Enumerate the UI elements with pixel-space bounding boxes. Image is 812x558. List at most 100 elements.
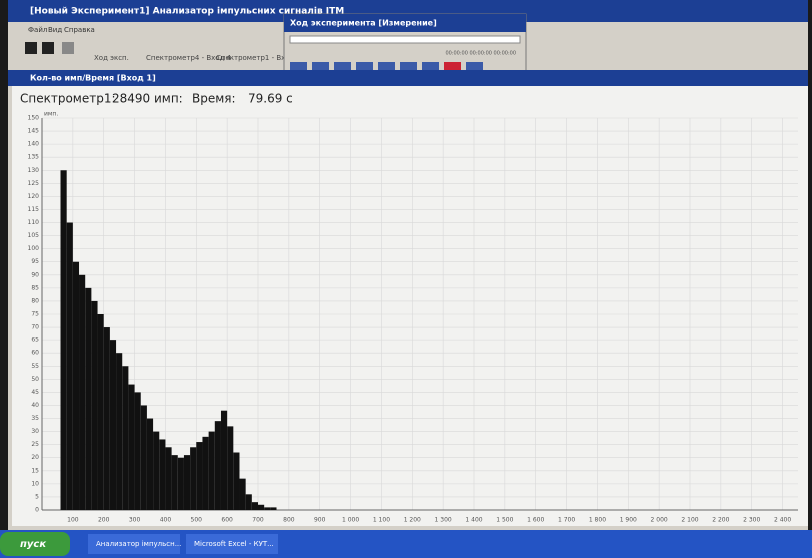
histogram-bar [252,502,258,510]
histogram-bar [184,455,190,510]
y-tick-label: 85 [31,284,39,291]
y-tick-label: 140 [28,141,40,148]
histogram-bar [98,314,104,510]
x-tick-label: 1 100 [373,517,390,524]
tool-button[interactable] [42,42,54,54]
header-time: 79.69 с [248,92,293,106]
histogram-bar [153,432,159,510]
x-tick-label: 100 [67,517,79,524]
x-tick-label: 700 [252,517,264,524]
y-tick-label: 130 [28,167,40,174]
histogram-bar [85,288,91,510]
dialog-time: 00:00:00 00:00:00 00:00:00 [445,51,516,57]
histogram-bar [91,301,97,510]
histogram-bar [246,494,252,510]
y-tick-label: 5 [35,493,39,500]
histogram-bar [196,442,202,510]
histogram-bar [264,507,270,510]
histogram-bar [159,439,165,510]
task-label[interactable]: Microsoft Excel - КУТ... [194,540,274,548]
toolbar-item[interactable]: Спектрометр1 - Вход [216,54,295,62]
inner-title: Кол-во имп/Время [Вход 1] [30,74,156,83]
y-tick-label: 120 [28,193,40,200]
y-tick-label: 35 [31,415,39,422]
histogram-bar [221,411,227,510]
x-tick-label: 2 000 [651,517,668,524]
histogram-bar [172,455,178,510]
x-tick-label: 200 [98,517,110,524]
header-count: 28490 имп: [112,92,183,106]
y-tick-label: 60 [31,350,39,357]
y-tick-label: 50 [31,376,39,383]
progress-bar [290,36,520,43]
y-tick-label: 55 [31,363,39,370]
x-tick-label: 400 [160,517,172,524]
y-tick-label: 25 [31,441,39,448]
tool-button[interactable] [62,42,74,54]
histogram-bar [227,426,233,510]
y-tick-label: 90 [31,271,39,278]
histogram-bar [67,223,73,510]
x-tick-label: 1 900 [620,517,637,524]
x-tick-label: 500 [191,517,203,524]
header-time-label: Время: [192,92,236,106]
toolbar-item[interactable]: Ход эксп. [94,54,129,62]
task-label[interactable]: Анализатор імпульсн... [96,540,181,548]
x-tick-label: 600 [221,517,233,524]
header-device: Спектрометр1: [20,92,116,106]
x-tick-label: 1 400 [465,517,482,524]
histogram-bar [258,505,264,510]
x-tick-label: 2 400 [774,517,791,524]
y-axis-label: имп. [44,111,58,118]
y-tick-label: 105 [28,232,40,239]
y-tick-label: 95 [31,258,39,265]
x-tick-label: 1 800 [589,517,606,524]
x-tick-label: 1 300 [435,517,452,524]
x-tick-label: 1 000 [342,517,359,524]
page: [Новый Эксперимент1] Анализатор імпульсн… [0,0,812,558]
y-tick-label: 65 [31,337,39,344]
histogram-bar [79,275,85,510]
x-tick-label: 1 700 [558,517,575,524]
histogram-bar [104,327,110,510]
histogram-bar [209,432,215,510]
y-tick-label: 10 [31,480,39,487]
x-tick-label: 300 [129,517,141,524]
y-tick-label: 125 [28,180,40,187]
histogram-bar [61,170,67,510]
histogram-bar [190,447,196,510]
histogram-bar [116,353,122,510]
menu-item[interactable]: Вид [48,26,62,34]
histogram-bar [73,262,79,510]
y-tick-label: 115 [28,206,40,213]
menu-item[interactable]: Файл [28,26,47,34]
histogram-bar [147,419,153,510]
dialog-title: Ход эксперимента [Измерение] [290,19,437,28]
y-tick-label: 15 [31,467,39,474]
y-tick-label: 70 [31,324,39,331]
x-tick-label: 900 [314,517,326,524]
histogram-bar [135,392,141,510]
histogram-bar [239,479,245,510]
start-label[interactable]: пуск [20,539,46,550]
histogram-bar [165,447,171,510]
histogram-bar [178,458,184,510]
screen: [Новый Эксперимент1] Анализатор імпульсн… [0,0,812,558]
y-tick-label: 0 [35,507,39,514]
x-tick-label: 1 200 [404,517,421,524]
tool-button[interactable] [25,42,37,54]
x-tick-label: 2 100 [681,517,698,524]
x-tick-label: 1 500 [496,517,513,524]
menu-item[interactable]: Справка [64,26,95,34]
y-tick-label: 150 [28,115,40,122]
histogram-bar [270,507,276,510]
y-tick-label: 30 [31,428,39,435]
y-tick-label: 75 [31,311,39,318]
y-tick-label: 45 [31,389,39,396]
x-tick-label: 2 200 [712,517,729,524]
histogram-bar [233,453,239,510]
y-tick-label: 100 [28,245,40,252]
histogram-bar [215,421,221,510]
histogram-bar [110,340,116,510]
histogram-bar [141,405,147,510]
